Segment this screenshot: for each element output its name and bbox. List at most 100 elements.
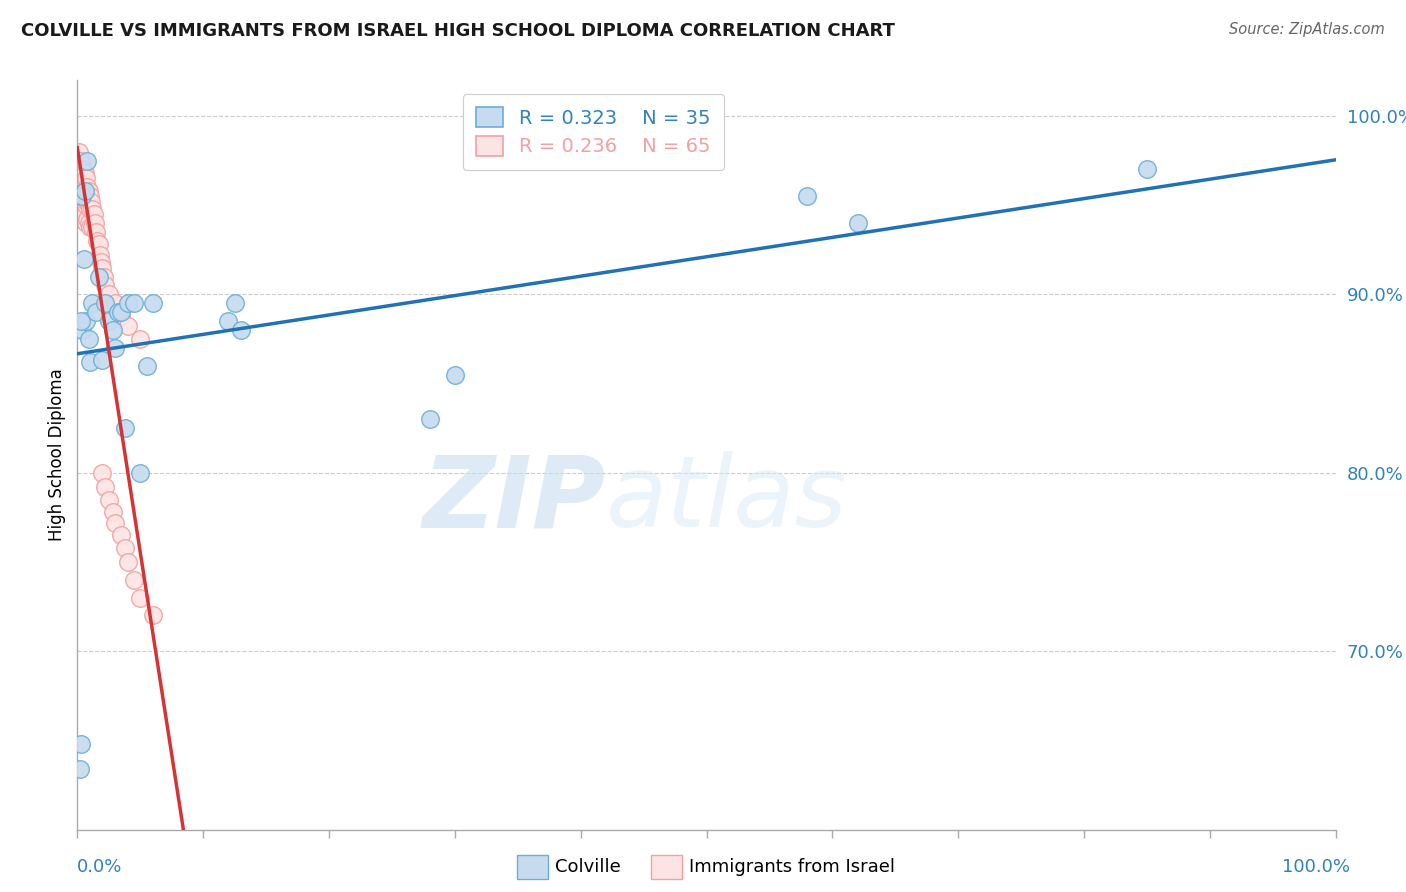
Point xyxy=(77,332,100,346)
Point xyxy=(70,180,93,194)
Point xyxy=(73,207,96,221)
Point xyxy=(73,189,96,203)
Point xyxy=(73,166,96,180)
Point xyxy=(75,198,97,212)
Point xyxy=(94,480,117,494)
Point xyxy=(80,194,103,209)
Point xyxy=(444,368,467,382)
Point xyxy=(89,248,111,262)
Point xyxy=(72,323,94,337)
Text: Source: ZipAtlas.com: Source: ZipAtlas.com xyxy=(1229,22,1385,37)
Point xyxy=(69,166,91,180)
Text: 0.0%: 0.0% xyxy=(77,858,122,876)
Point xyxy=(90,255,112,269)
Point xyxy=(104,341,127,355)
Point xyxy=(67,145,90,159)
Point xyxy=(107,305,129,319)
Point xyxy=(419,412,441,426)
Point xyxy=(72,207,94,221)
Point xyxy=(76,153,98,168)
Point xyxy=(117,319,139,334)
Point xyxy=(69,171,91,186)
Point xyxy=(76,212,98,227)
Point xyxy=(72,184,94,198)
Point xyxy=(94,278,117,293)
Y-axis label: High School Diploma: High School Diploma xyxy=(48,368,66,541)
Point xyxy=(101,505,124,519)
Point xyxy=(79,189,101,203)
Point xyxy=(75,171,97,186)
Point xyxy=(129,591,152,605)
Point xyxy=(72,177,94,191)
Point xyxy=(104,516,127,530)
Point xyxy=(70,189,93,203)
Point xyxy=(82,219,104,234)
Point xyxy=(122,573,145,587)
Point xyxy=(70,737,93,751)
Point xyxy=(91,260,114,275)
Legend: R = 0.323    N = 35, R = 0.236    N = 65: R = 0.323 N = 35, R = 0.236 N = 65 xyxy=(463,94,724,169)
Text: Immigrants from Israel: Immigrants from Israel xyxy=(689,858,896,876)
Point xyxy=(122,296,145,310)
Point xyxy=(79,202,101,216)
Point xyxy=(72,198,94,212)
Point xyxy=(101,323,124,337)
Point xyxy=(91,353,114,368)
Point xyxy=(75,184,97,198)
Point xyxy=(70,162,93,177)
Point xyxy=(142,296,165,310)
Point xyxy=(94,296,117,310)
Point xyxy=(229,323,252,337)
Point xyxy=(70,171,93,186)
Point xyxy=(73,184,96,198)
Point xyxy=(69,180,91,194)
Point xyxy=(93,269,115,284)
Text: 100.0%: 100.0% xyxy=(1282,858,1350,876)
Text: ZIP: ZIP xyxy=(423,451,606,549)
Text: atlas: atlas xyxy=(606,451,848,549)
Text: COLVILLE VS IMMIGRANTS FROM ISRAEL HIGH SCHOOL DIPLOMA CORRELATION CHART: COLVILLE VS IMMIGRANTS FROM ISRAEL HIGH … xyxy=(21,22,896,40)
Point xyxy=(72,189,94,203)
Text: Colville: Colville xyxy=(555,858,621,876)
Point xyxy=(87,237,110,252)
Point xyxy=(72,166,94,180)
Point xyxy=(87,269,110,284)
Point xyxy=(79,219,101,234)
Point xyxy=(72,162,94,177)
Point xyxy=(82,202,104,216)
Point xyxy=(97,314,120,328)
Point xyxy=(91,466,114,480)
Point xyxy=(76,180,98,194)
Point xyxy=(79,355,101,369)
Point xyxy=(97,492,120,507)
Point xyxy=(69,762,91,776)
Point xyxy=(75,314,97,328)
Point xyxy=(67,162,90,177)
Point xyxy=(82,296,104,310)
Point xyxy=(84,305,107,319)
Point xyxy=(114,541,136,555)
Point xyxy=(110,305,132,319)
Point xyxy=(97,287,120,301)
Point xyxy=(129,466,152,480)
Point xyxy=(72,189,94,203)
Point xyxy=(796,189,818,203)
Point xyxy=(70,153,93,168)
Point xyxy=(129,332,152,346)
Point xyxy=(110,309,132,323)
Point xyxy=(77,198,100,212)
Point xyxy=(117,296,139,310)
Point xyxy=(110,528,132,542)
Point xyxy=(73,177,96,191)
Point xyxy=(72,252,94,266)
Point xyxy=(70,314,93,328)
Point xyxy=(84,225,107,239)
Point xyxy=(846,216,869,230)
Point xyxy=(72,171,94,186)
Point xyxy=(117,555,139,569)
Point xyxy=(142,608,165,623)
Point xyxy=(224,296,246,310)
Point xyxy=(104,296,127,310)
Point xyxy=(86,234,108,248)
Point xyxy=(114,421,136,435)
